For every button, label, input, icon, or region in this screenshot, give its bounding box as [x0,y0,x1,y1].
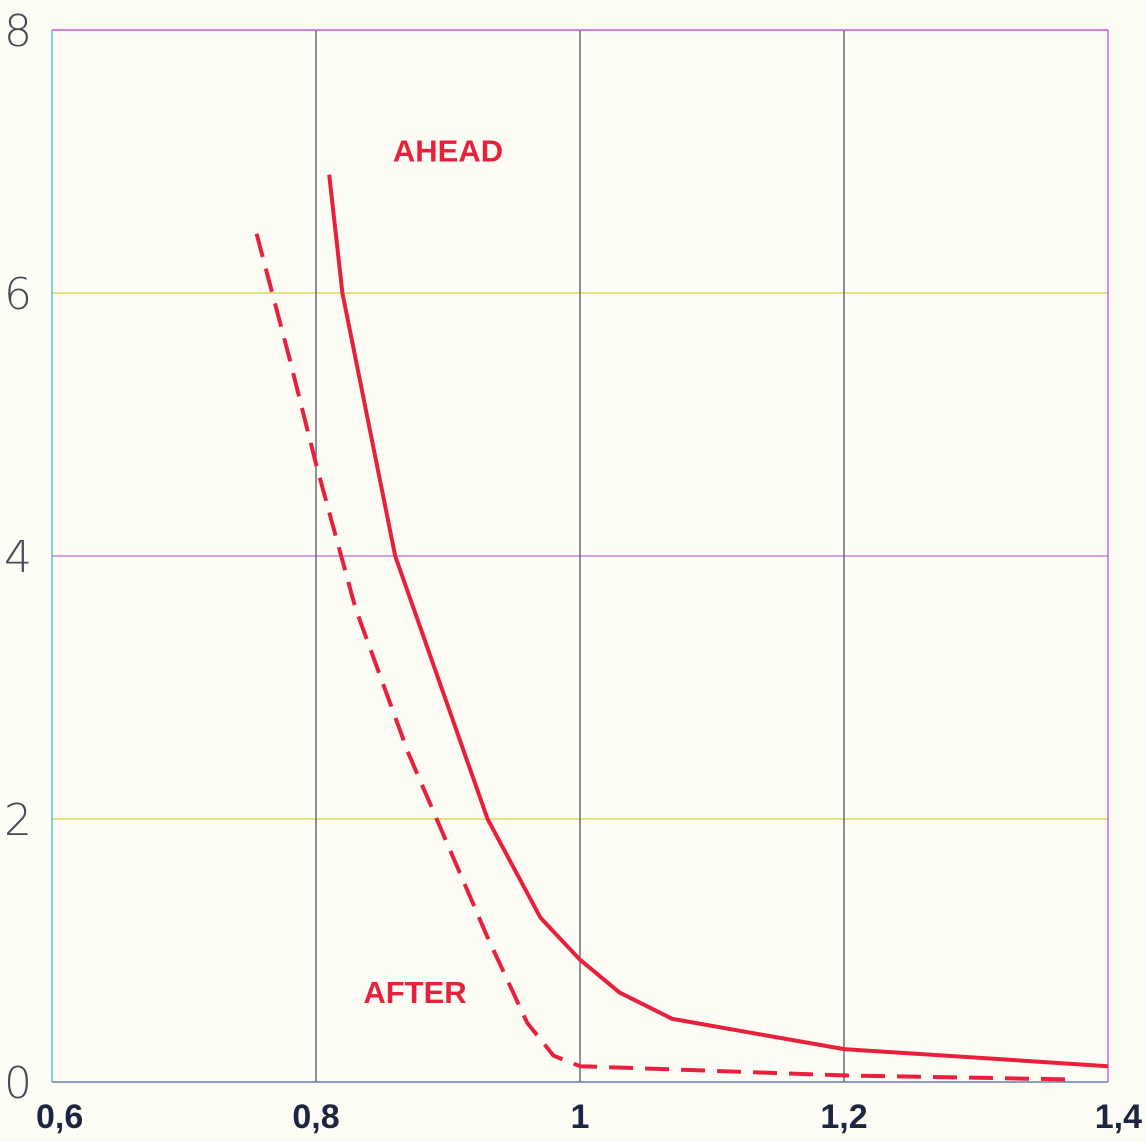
y-tick-label: 2 [4,795,32,846]
y-tick-label: 4 [4,532,32,583]
x-tick-label: 0,6 [36,1098,83,1136]
series-lines [254,174,1109,1082]
axes [51,29,1108,1083]
grid [52,29,1109,1082]
tick-labels: 0 2 4 6 8 0,6 0,8 1 1,2 1,4 [4,6,1142,1136]
x-tick-label: 1,4 [1095,1098,1142,1136]
x-tick-label: 1 [571,1098,590,1136]
annotations: AHEAD AFTER [363,134,503,1011]
x-tick-label: 0,8 [292,1098,339,1136]
y-tick-label: 6 [4,269,32,320]
annotation-label: AHEAD [393,134,503,169]
annotation-label: AFTER [363,975,466,1010]
y-tick-label: 0 [4,1058,32,1109]
series-line-ahead [327,174,1109,1069]
series-line-after [254,233,1069,1082]
x-tick-label: 1,2 [820,1098,867,1136]
y-tick-label: 8 [4,6,32,57]
